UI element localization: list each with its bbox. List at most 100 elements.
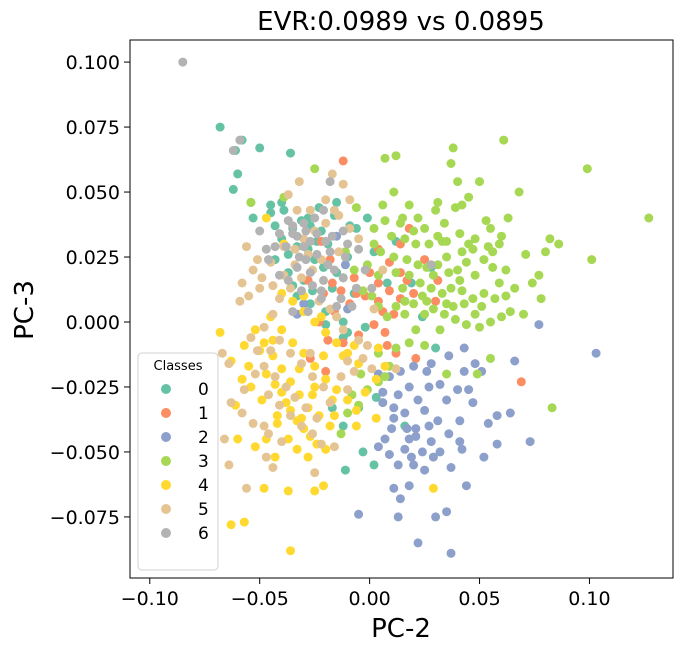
legend-marker bbox=[161, 480, 171, 490]
scatter-point bbox=[420, 465, 430, 475]
legend-entry: 2 bbox=[161, 428, 209, 448]
y-tick-label: −0.075 bbox=[50, 507, 120, 529]
scatter-point bbox=[426, 283, 436, 293]
scatter-point bbox=[499, 135, 509, 145]
scatter-point bbox=[250, 442, 260, 452]
scatter-point bbox=[393, 460, 403, 470]
scatter-point bbox=[380, 153, 390, 163]
scatter-point bbox=[310, 164, 320, 174]
scatter-point bbox=[259, 338, 269, 348]
scatter-point bbox=[490, 294, 500, 304]
scatter-point bbox=[299, 299, 309, 309]
scatter-point bbox=[343, 385, 353, 395]
scatter-point bbox=[435, 447, 445, 457]
scatter-point bbox=[283, 275, 293, 285]
scatter-point bbox=[428, 304, 438, 314]
scatter-point bbox=[415, 278, 425, 288]
scatter-point bbox=[275, 294, 284, 304]
scatter-point bbox=[464, 192, 474, 202]
scatter-point bbox=[294, 252, 304, 262]
scatter-point bbox=[591, 348, 601, 358]
scatter-point bbox=[442, 507, 452, 517]
scatter-point bbox=[340, 252, 350, 262]
scatter-point bbox=[288, 296, 298, 306]
scatter-point bbox=[455, 416, 465, 426]
scatter-point bbox=[475, 177, 484, 187]
scatter-point bbox=[395, 494, 405, 504]
scatter-point bbox=[299, 218, 309, 228]
scatter-point bbox=[371, 392, 381, 402]
scatter-point bbox=[244, 291, 254, 301]
scatter-point bbox=[404, 382, 414, 392]
legend-label: 0 bbox=[198, 380, 209, 400]
legend-marker bbox=[161, 504, 171, 514]
scatter-point bbox=[459, 299, 469, 309]
scatter-point bbox=[277, 437, 287, 447]
y-axis-ticks: −0.075 −0.050 −0.025 0.000 0.025 0.050 0.075 0.… bbox=[50, 52, 130, 529]
scatter-point bbox=[283, 249, 293, 259]
scatter-point bbox=[494, 239, 504, 249]
scatter-point bbox=[338, 179, 348, 189]
scatter-point bbox=[391, 343, 401, 353]
scatter-point bbox=[380, 216, 390, 226]
scatter-point bbox=[325, 398, 335, 408]
legend-label: 4 bbox=[198, 476, 209, 496]
scatter-point bbox=[453, 177, 463, 187]
scatter-point bbox=[283, 486, 293, 496]
scatter-point bbox=[525, 437, 535, 447]
scatter-point bbox=[323, 335, 333, 345]
scatter-point bbox=[327, 169, 337, 179]
scatter-point bbox=[279, 205, 289, 215]
scatter-point bbox=[422, 296, 432, 306]
scatter-point bbox=[411, 431, 421, 441]
scatter-point bbox=[332, 301, 342, 311]
scatter-point bbox=[312, 249, 322, 259]
scatter-point bbox=[400, 408, 410, 418]
scatter-point bbox=[510, 283, 520, 293]
scatter-point bbox=[400, 234, 410, 244]
scatter-point bbox=[292, 262, 302, 272]
scatter-point bbox=[442, 395, 452, 405]
scatter-point bbox=[215, 122, 225, 132]
legend-title: Classes bbox=[154, 359, 203, 374]
scatter-point bbox=[325, 177, 335, 187]
scatter-point bbox=[292, 444, 302, 454]
scatter-point bbox=[292, 205, 302, 215]
scatter-point bbox=[389, 483, 399, 493]
scatter-point bbox=[450, 314, 460, 324]
scatter-point bbox=[398, 283, 408, 293]
y-tick-label: 0.000 bbox=[66, 312, 120, 334]
scatter-point bbox=[470, 270, 480, 280]
scatter-point bbox=[545, 234, 555, 244]
scatter-point bbox=[310, 361, 320, 371]
scatter-point bbox=[301, 226, 311, 236]
scatter-point bbox=[420, 309, 430, 319]
scatter-point bbox=[275, 270, 284, 280]
y-axis-label: PC-3 bbox=[10, 280, 40, 340]
scatter-point bbox=[338, 273, 348, 283]
scatter-point bbox=[455, 437, 465, 447]
scatter-point bbox=[325, 247, 335, 257]
scatter-point bbox=[391, 151, 401, 161]
scatter-point bbox=[345, 195, 355, 205]
scatter-point bbox=[347, 301, 357, 311]
scatter-point bbox=[261, 213, 271, 223]
scatter-point bbox=[224, 460, 234, 470]
scatter-point bbox=[233, 169, 243, 179]
scatter-point bbox=[404, 270, 414, 280]
scatter-point bbox=[358, 447, 368, 457]
scatter-point bbox=[332, 312, 342, 322]
scatter-point bbox=[299, 348, 309, 358]
scatter-point bbox=[420, 340, 430, 350]
scatter-point bbox=[413, 395, 423, 405]
scatter-point bbox=[389, 252, 399, 262]
scatter-point bbox=[378, 398, 388, 408]
scatter-point bbox=[475, 322, 484, 332]
scatter-point bbox=[387, 231, 397, 241]
scatter-point bbox=[453, 385, 463, 395]
scatter-point bbox=[343, 395, 353, 405]
scatter-point bbox=[393, 512, 403, 522]
scatter-point bbox=[400, 444, 410, 454]
scatter-point bbox=[255, 226, 265, 236]
scatter-point bbox=[255, 143, 265, 153]
